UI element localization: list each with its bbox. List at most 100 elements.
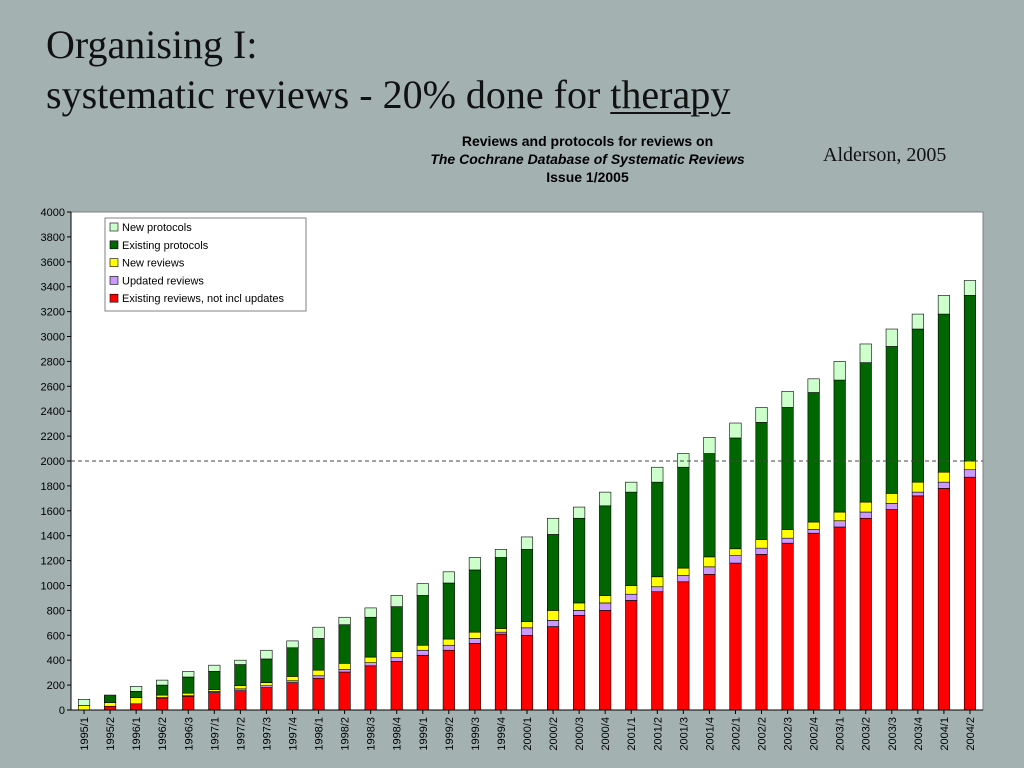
bar-segment (599, 610, 612, 711)
bar-segment (130, 691, 143, 698)
bar-segment (729, 555, 742, 564)
y-tick-label: 400 (47, 655, 65, 667)
y-tick-label: 600 (47, 630, 65, 642)
bar-segment (468, 631, 481, 639)
bar-segment (182, 671, 195, 678)
x-tick-label: 2000/1 (522, 717, 534, 751)
bar-segment (416, 644, 429, 651)
bar-segment (651, 586, 664, 593)
bar-segment (390, 651, 403, 659)
x-tick-label: 2001/2 (652, 717, 664, 751)
x-tick-label: 1999/4 (496, 717, 508, 751)
bar-segment (833, 520, 846, 528)
bar-segment (885, 346, 898, 494)
x-tick-label: 2004/1 (939, 717, 951, 751)
x-tick-label: 2004/2 (965, 717, 977, 751)
y-tick-label: 200 (47, 680, 65, 692)
bar-segment (807, 532, 820, 711)
bar-segment (234, 659, 247, 665)
x-tick-label: 1999/1 (418, 717, 430, 751)
y-tick-label: 1200 (41, 556, 65, 568)
bar-segment (963, 295, 977, 462)
y-tick-label: 1000 (41, 581, 65, 593)
bar-segment (208, 664, 221, 672)
bar-segment (963, 460, 977, 471)
slide-title-line2: systematic reviews - 20% done for therap… (46, 70, 730, 120)
bar-segment (677, 453, 690, 468)
bar-segment (729, 437, 742, 550)
x-tick-label: 2001/1 (626, 717, 638, 751)
x-tick-label: 2000/2 (548, 717, 560, 751)
bar-segment (390, 595, 403, 607)
bar-segment (859, 362, 872, 503)
bar-segment (859, 511, 872, 519)
x-tick-label: 2003/2 (861, 717, 873, 751)
y-tick-label: 2600 (41, 381, 65, 393)
bar-segment (833, 526, 846, 711)
bar-segment (468, 638, 481, 644)
bar-segment (234, 685, 247, 690)
legend-swatch (109, 293, 119, 303)
x-tick-label: 1995/2 (105, 717, 117, 751)
bar-segment (911, 328, 924, 483)
y-tick-label: 1800 (41, 481, 65, 493)
bar-segment (390, 657, 403, 662)
legend-box (104, 217, 307, 312)
x-tick-label: 1997/2 (235, 717, 247, 751)
bar-segment (286, 676, 299, 682)
bar-segment (338, 616, 351, 626)
bar-segment (937, 295, 950, 315)
bar-segment (833, 361, 846, 381)
chart-title: Reviews and protocols for reviews on The… (380, 132, 795, 186)
bar-segment (937, 313, 950, 473)
bar-segment (286, 682, 299, 711)
x-tick-label: 2002/1 (730, 717, 742, 751)
bar-segment (755, 547, 768, 555)
bar-segment (911, 313, 924, 330)
x-tick-label: 1997/4 (287, 717, 299, 751)
citation: Alderson, 2005 (823, 144, 947, 166)
bar-segment (599, 602, 612, 611)
bar-segment (104, 694, 117, 703)
bar-segment (755, 407, 768, 423)
x-tick-label: 2003/1 (835, 717, 847, 751)
bar-segment (833, 511, 846, 522)
legend-swatch (109, 276, 119, 285)
bar-segment (781, 390, 794, 408)
bar-segment (520, 549, 534, 622)
y-tick-label: 2400 (41, 406, 65, 418)
bar-segment (963, 469, 977, 478)
bar-segment (442, 638, 455, 646)
bar-segment (547, 620, 560, 627)
bar-segment (547, 534, 560, 611)
x-tick-label: 1998/2 (340, 717, 352, 751)
y-tick-label: 4000 (41, 207, 65, 219)
x-tick-label: 1999/2 (444, 717, 456, 751)
bar-segment (963, 280, 977, 296)
bar-segment (547, 626, 560, 711)
bar-segment (677, 466, 690, 569)
bar-segment (260, 658, 273, 683)
bar-segment (885, 503, 898, 510)
x-tick-label: 1998/4 (392, 717, 404, 751)
bar-segment (442, 644, 455, 651)
bar-segment (156, 684, 169, 696)
bar-segment (416, 595, 429, 646)
bar-segment (703, 566, 716, 575)
bar-segment (77, 705, 91, 711)
x-tick-label: 1996/3 (183, 717, 195, 751)
bar-segment (390, 606, 403, 652)
bar-segment (77, 698, 91, 706)
x-tick-label: 2000/3 (574, 717, 586, 751)
x-tick-label: 2001/3 (678, 717, 690, 751)
y-tick-label: 800 (47, 605, 65, 617)
x-tick-label: 2001/4 (704, 717, 716, 751)
x-tick-label: 1996/2 (157, 717, 169, 751)
x-tick-label: 1995/1 (79, 717, 91, 751)
bar-segment (520, 634, 534, 711)
y-tick-label: 3800 (41, 232, 65, 244)
legend-label: New reviews (122, 258, 185, 270)
bar-segment (286, 647, 299, 677)
bar-segment (312, 677, 325, 711)
